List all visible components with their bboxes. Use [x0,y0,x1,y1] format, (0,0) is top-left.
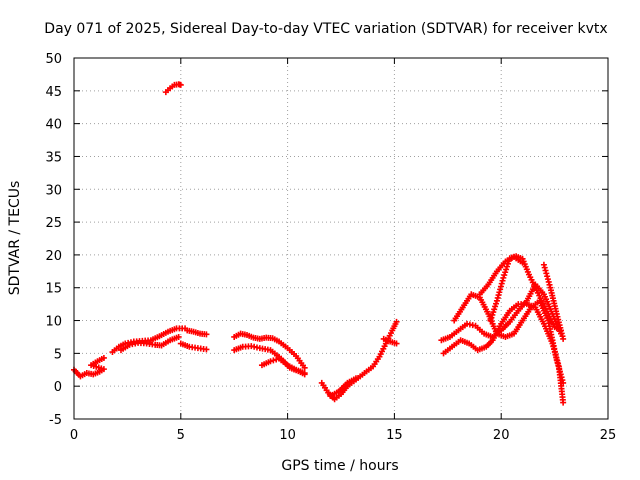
x-tick-label: 5 [177,428,185,443]
chart-title: Day 071 of 2025, Sidereal Day-to-day VTE… [44,21,607,37]
y-tick-label: 20 [45,249,62,264]
data-point [558,374,565,381]
y-tick-label: 10 [45,315,62,330]
data-point [554,359,561,366]
y-tick-label: 5 [54,347,62,362]
data-point [352,375,359,382]
data-point [203,346,210,353]
y-tick-label: 45 [45,85,62,100]
series-high-outlier [162,81,184,96]
data-point [493,297,500,304]
data-point [267,358,274,365]
data-point [499,277,506,284]
plot-border [73,57,609,420]
series-noon-strip-a [184,327,210,338]
x-axis-label: GPS time / hours [281,458,398,474]
data-point [203,331,210,338]
data-point [497,286,504,293]
data-point [301,364,308,371]
series-late-steep [540,261,567,342]
data-point [557,371,564,378]
y-tick-label: 0 [54,380,62,395]
y-tick-label: 15 [45,282,62,297]
data-point [497,283,504,290]
data-point [393,340,400,347]
data-point [540,261,547,268]
x-tick-label: 10 [279,428,296,443]
data-point [545,278,552,285]
series-afternoon-c [258,355,308,377]
data-point [555,362,562,369]
series-noon-strip-b [177,340,210,353]
data-point [556,365,563,372]
data-point [502,269,509,276]
y-tick-labels: -5 0 5 10 15 20 25 30 35 40 45 50 [45,52,62,428]
x-tick-label: 20 [493,428,510,443]
data-point [560,379,567,386]
data-point [503,266,510,273]
y-tick-label: 25 [45,216,62,231]
data-point [503,263,510,270]
data-point [560,335,567,342]
data-point [501,272,508,279]
data-point [544,276,551,283]
data-point [301,370,308,377]
data-point [560,399,567,406]
y-axis-label: SDTVAR / TECUs [7,181,23,296]
series-high-arc [476,253,526,298]
data-point [541,264,548,271]
data-point [543,270,550,277]
data-point [492,303,499,310]
series-dusk-strip [380,335,400,347]
grid [74,58,608,419]
data-point [494,294,501,301]
y-tick-label: 50 [45,52,62,67]
x-tick-label: 25 [600,428,617,443]
data-point [553,356,560,363]
data-point [495,292,502,299]
data-point [500,274,507,281]
data-point [177,81,184,88]
y-tick-label: 40 [45,118,62,133]
data-point [393,318,400,325]
data-point [270,357,277,364]
data-point [556,368,563,375]
data-point [493,300,500,307]
data-point [490,309,497,316]
series-morning-low-arc [117,333,182,354]
data-point [496,289,503,296]
data-point [519,259,526,266]
x-tick-label: 15 [386,428,403,443]
y-tick-label: -5 [49,413,62,428]
data-point [491,306,498,313]
series-afternoon-a [231,330,308,371]
y-tick-label: 30 [45,183,62,198]
x-tick-labels: 0 5 10 15 20 25 [70,428,616,443]
data-point [542,267,549,274]
data-point [559,377,566,384]
y-tick-label: 35 [45,150,62,165]
data-point [175,333,182,340]
data-point [546,281,553,288]
data-point [544,273,551,280]
tick-marks [73,57,609,420]
data-points [71,81,567,406]
series-evening-d [451,291,567,386]
series-dip-lower [327,375,359,400]
x-tick-label: 0 [70,428,78,443]
data-point [498,280,505,287]
data-point [100,354,107,361]
